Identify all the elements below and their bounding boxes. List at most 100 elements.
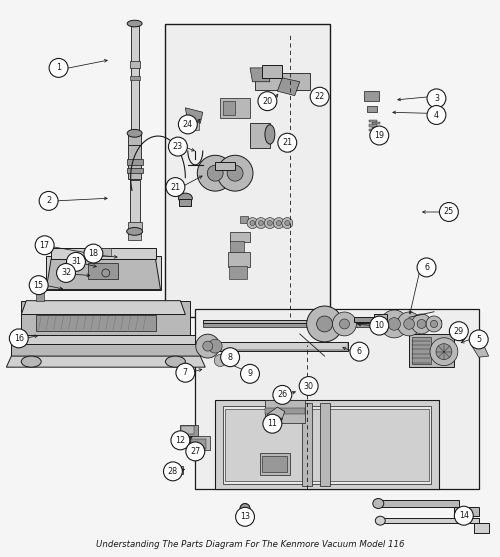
Polygon shape [22,301,190,336]
Polygon shape [380,500,459,507]
Polygon shape [472,336,488,357]
Ellipse shape [373,499,384,509]
Bar [302,403,312,486]
Bar [228,252,250,267]
Circle shape [240,504,250,514]
Text: 6: 6 [357,347,362,356]
Text: 15: 15 [34,281,43,290]
Circle shape [240,364,260,383]
Polygon shape [166,466,183,473]
Circle shape [454,506,473,525]
Polygon shape [474,524,488,534]
Circle shape [258,92,277,111]
Polygon shape [278,78,299,96]
Circle shape [217,155,253,191]
Text: 31: 31 [71,257,81,266]
Circle shape [273,385,292,404]
Circle shape [306,306,342,342]
Circle shape [417,258,436,277]
Text: 17: 17 [40,241,50,250]
Polygon shape [250,68,270,82]
Circle shape [208,339,222,353]
Circle shape [171,431,190,450]
Polygon shape [186,108,203,123]
Bar [367,106,377,112]
Bar [230,232,250,242]
Circle shape [370,316,388,335]
Circle shape [370,126,388,145]
Circle shape [278,133,296,152]
Bar [180,199,192,207]
Circle shape [35,236,54,255]
Bar [96,248,111,256]
Bar [372,131,380,133]
Text: 19: 19 [374,131,384,140]
Bar [166,23,330,317]
Bar [370,129,378,131]
Bar [409,334,454,367]
Polygon shape [6,356,205,367]
Bar [130,180,140,223]
Bar [130,76,140,80]
Polygon shape [262,65,282,78]
Circle shape [264,218,276,228]
Bar [229,266,246,278]
Circle shape [84,244,103,263]
Text: 10: 10 [374,321,384,330]
Polygon shape [268,407,285,418]
Circle shape [186,442,205,461]
Bar [265,400,304,423]
Bar [320,403,330,486]
Bar [182,426,194,434]
Polygon shape [51,248,156,259]
Text: 1: 1 [56,63,61,72]
Bar [88,263,118,278]
Polygon shape [196,309,478,489]
Polygon shape [454,507,478,516]
Ellipse shape [127,20,142,27]
Circle shape [102,269,110,277]
Bar [126,168,142,173]
Bar [240,217,248,223]
Text: 3: 3 [434,94,439,103]
Bar [372,122,380,124]
Circle shape [164,462,182,481]
Circle shape [404,319,414,329]
Circle shape [310,87,329,106]
Circle shape [214,355,226,367]
Bar [374,314,386,325]
Circle shape [220,348,240,367]
Circle shape [276,221,281,226]
Circle shape [227,165,243,181]
Polygon shape [16,335,196,345]
Polygon shape [46,256,160,290]
Text: 4: 4 [434,110,439,120]
Text: 18: 18 [88,249,99,258]
Circle shape [397,312,421,336]
Text: 26: 26 [278,390,287,399]
Circle shape [458,333,466,341]
Bar [130,61,140,68]
Bar [372,126,380,129]
Text: 5: 5 [476,335,482,344]
Bar [190,437,210,450]
Circle shape [285,221,290,226]
Circle shape [350,342,369,361]
Bar [260,453,290,475]
Circle shape [427,106,446,124]
Circle shape [470,330,488,349]
Bar [370,120,378,122]
Ellipse shape [178,193,192,203]
Bar [204,341,348,350]
Circle shape [427,89,446,108]
Bar [225,409,429,481]
Circle shape [10,329,28,348]
Bar [192,439,206,448]
Text: 28: 28 [168,467,178,476]
Text: 11: 11 [268,419,278,428]
Text: Understanding The Parts Diagram For The Kenmore Vacuum Model 116: Understanding The Parts Diagram For The … [96,540,404,549]
Polygon shape [22,301,186,315]
Circle shape [250,221,255,226]
Circle shape [380,310,408,338]
Polygon shape [255,74,310,90]
